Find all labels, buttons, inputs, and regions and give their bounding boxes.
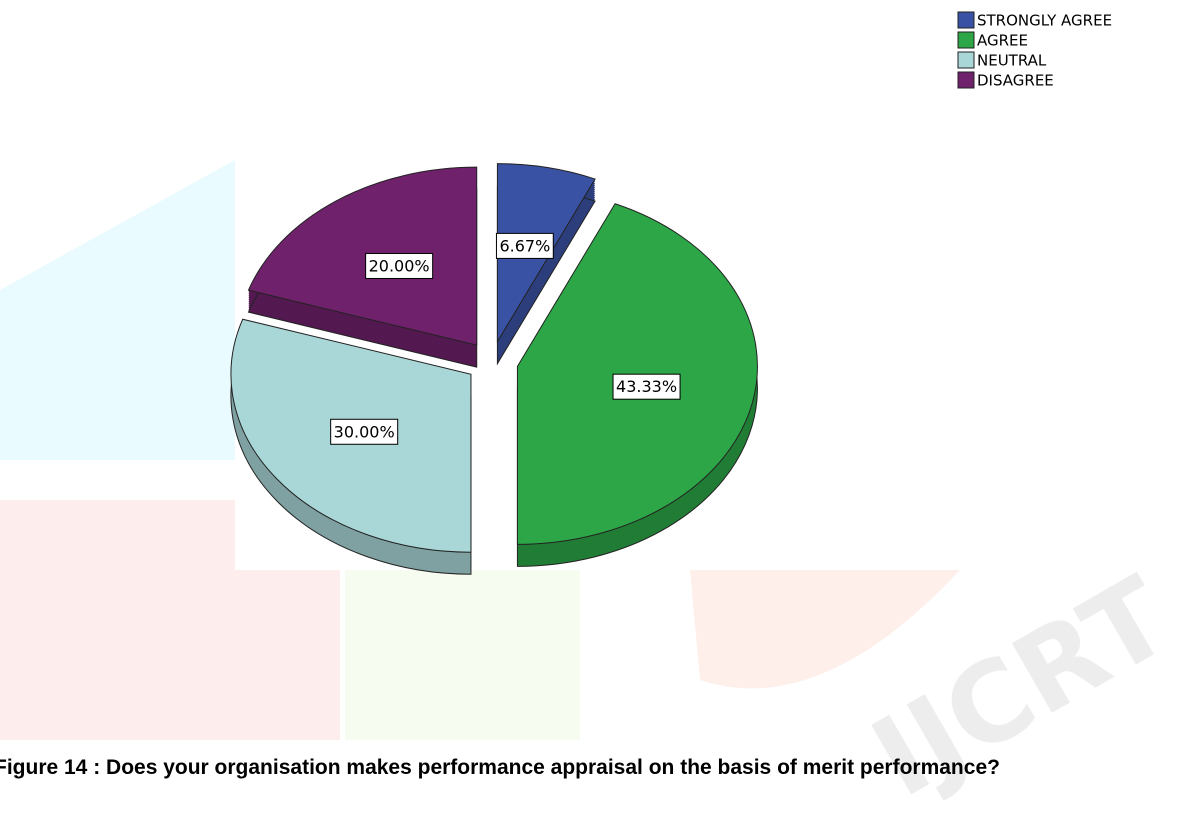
data-label-box [495, 232, 554, 259]
slice: 6.67% [495, 163, 596, 366]
slice: 43.33% [516, 203, 758, 567]
legend-swatch [957, 71, 975, 89]
legend-label: AGREE [977, 32, 1028, 50]
legend-swatch [957, 11, 975, 29]
data-label-box [330, 418, 399, 445]
pie: 6.67% 43.33% 30.00% 20.00% [230, 163, 758, 575]
legend-label: STRONGLY AGREE [977, 12, 1112, 30]
data-label-box [365, 252, 434, 279]
legend-label: NEUTRAL [977, 52, 1047, 70]
legend-swatch [957, 31, 975, 49]
legend-swatch [957, 51, 975, 69]
slice: 30.00% [230, 318, 472, 575]
slice: 20.00% [247, 166, 478, 368]
data-label-box [612, 373, 681, 400]
legend: STRONGLY AGREE AGREE NEUTRAL DISAGREE [957, 11, 1112, 90]
data-label: 43.33% [616, 377, 677, 396]
data-label: 30.00% [334, 422, 395, 441]
data-label: 20.00% [369, 256, 430, 275]
data-label: 6.67% [499, 236, 550, 255]
slice-top [247, 166, 478, 346]
legend-label: DISAGREE [977, 72, 1054, 90]
caption: Figure 14 : Does your organisation makes… [0, 756, 1000, 779]
